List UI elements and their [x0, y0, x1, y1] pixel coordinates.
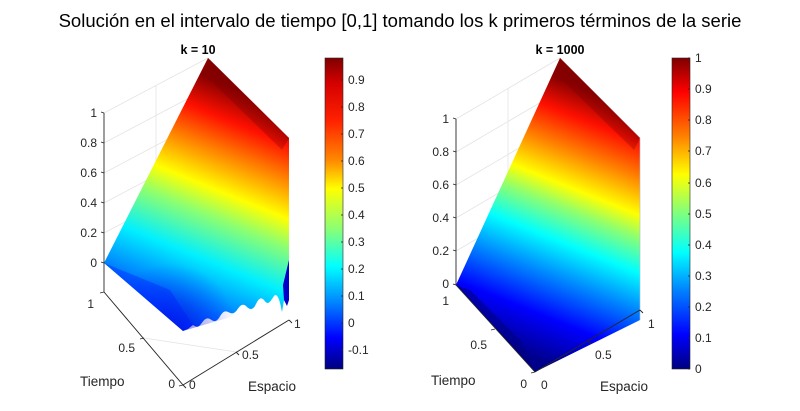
right-y-tick: 1	[442, 294, 449, 308]
left-x-tick: 0	[189, 378, 196, 392]
left-x-tick: 0.5	[242, 348, 259, 362]
right-surface	[456, 58, 640, 372]
left-z-tick: 0.8	[80, 136, 97, 150]
right-x-tick: 0	[541, 378, 548, 392]
right-y-tick: 0	[520, 377, 527, 391]
left-cb-tick: 0.1	[348, 289, 365, 303]
right-z-tick: 0.8	[432, 145, 449, 159]
left-cb-tick: 0.2	[348, 262, 365, 276]
right-cb-tick: 0.6	[695, 176, 712, 190]
right-z-tick: 0.2	[432, 244, 449, 258]
left-cb-tick: 0.4	[348, 208, 365, 222]
right-colorbar-ticks	[688, 57, 690, 370]
right-z-tick: 0	[442, 277, 449, 291]
right-axes	[452, 117, 644, 374]
figure-title: Solución en el intervalo de tiempo [0,1]…	[59, 10, 742, 31]
left-colorbar-ticks	[341, 79, 343, 351]
right-z-tick: 0.6	[432, 178, 449, 192]
right-surface-edge	[557, 58, 640, 150]
right-cb-tick: 0.3	[695, 269, 712, 283]
right-colorbar	[671, 57, 691, 370]
left-surface-edge	[205, 58, 289, 150]
right-x-tick: 1	[648, 317, 655, 331]
left-cb-tick: 0.6	[348, 154, 365, 168]
left-x-tick: 1	[294, 317, 301, 331]
right-xlabel: Espacio	[600, 379, 648, 394]
right-cb-tick: 0	[695, 362, 702, 376]
left-plot: k = 10	[80, 43, 369, 394]
left-plot-title: k = 10	[180, 43, 215, 57]
left-cb-tick: 0.7	[348, 127, 365, 141]
left-surface-shade	[104, 58, 289, 331]
right-cb-tick: 0.7	[695, 144, 712, 158]
left-z-tick: 0.4	[80, 196, 97, 210]
right-x-tick: 0.5	[595, 348, 612, 362]
right-cb-tick: 0.1	[695, 331, 712, 345]
left-xlabel: Espacio	[248, 379, 296, 394]
left-surface-dip	[283, 260, 289, 306]
right-cb-tick: 0.4	[695, 238, 712, 252]
right-cb-tick: 0.2	[695, 300, 712, 314]
left-z-tick: 0.2	[80, 226, 97, 240]
left-cb-tick: 0	[348, 316, 355, 330]
left-cb-tick: 0.8	[348, 100, 365, 114]
left-surface-front	[104, 263, 193, 331]
right-cb-tick: 0.9	[695, 82, 712, 96]
left-z-tick: 0	[90, 256, 97, 270]
left-ylabel: Tiempo	[80, 374, 125, 389]
left-cb-tick: 0.9	[348, 73, 365, 87]
left-colorbar	[324, 57, 344, 370]
right-cb-tick: 0.8	[695, 113, 712, 127]
left-z-tick: 1	[90, 106, 97, 120]
right-cb-tick: 1	[695, 51, 702, 65]
left-y-tick: 0.5	[118, 341, 135, 355]
left-cb-tick: 0.5	[348, 181, 365, 195]
right-z-tick: 0.4	[432, 211, 449, 225]
left-cb-tick: -0.1	[348, 343, 369, 357]
right-cb-tick: 0.5	[695, 207, 712, 221]
right-ylabel: Tiempo	[431, 373, 476, 388]
left-y-tick: 1	[87, 297, 94, 311]
right-z-tick: 1	[442, 112, 449, 126]
left-cb-tick: 0.3	[348, 235, 365, 249]
left-z-tick: 0.6	[80, 166, 97, 180]
right-plot: k = 1000	[431, 43, 712, 394]
left-y-tick: 0	[168, 377, 175, 391]
right-plot-title: k = 1000	[535, 43, 584, 57]
left-axes	[99, 111, 293, 389]
right-y-tick: 0.5	[470, 338, 487, 352]
